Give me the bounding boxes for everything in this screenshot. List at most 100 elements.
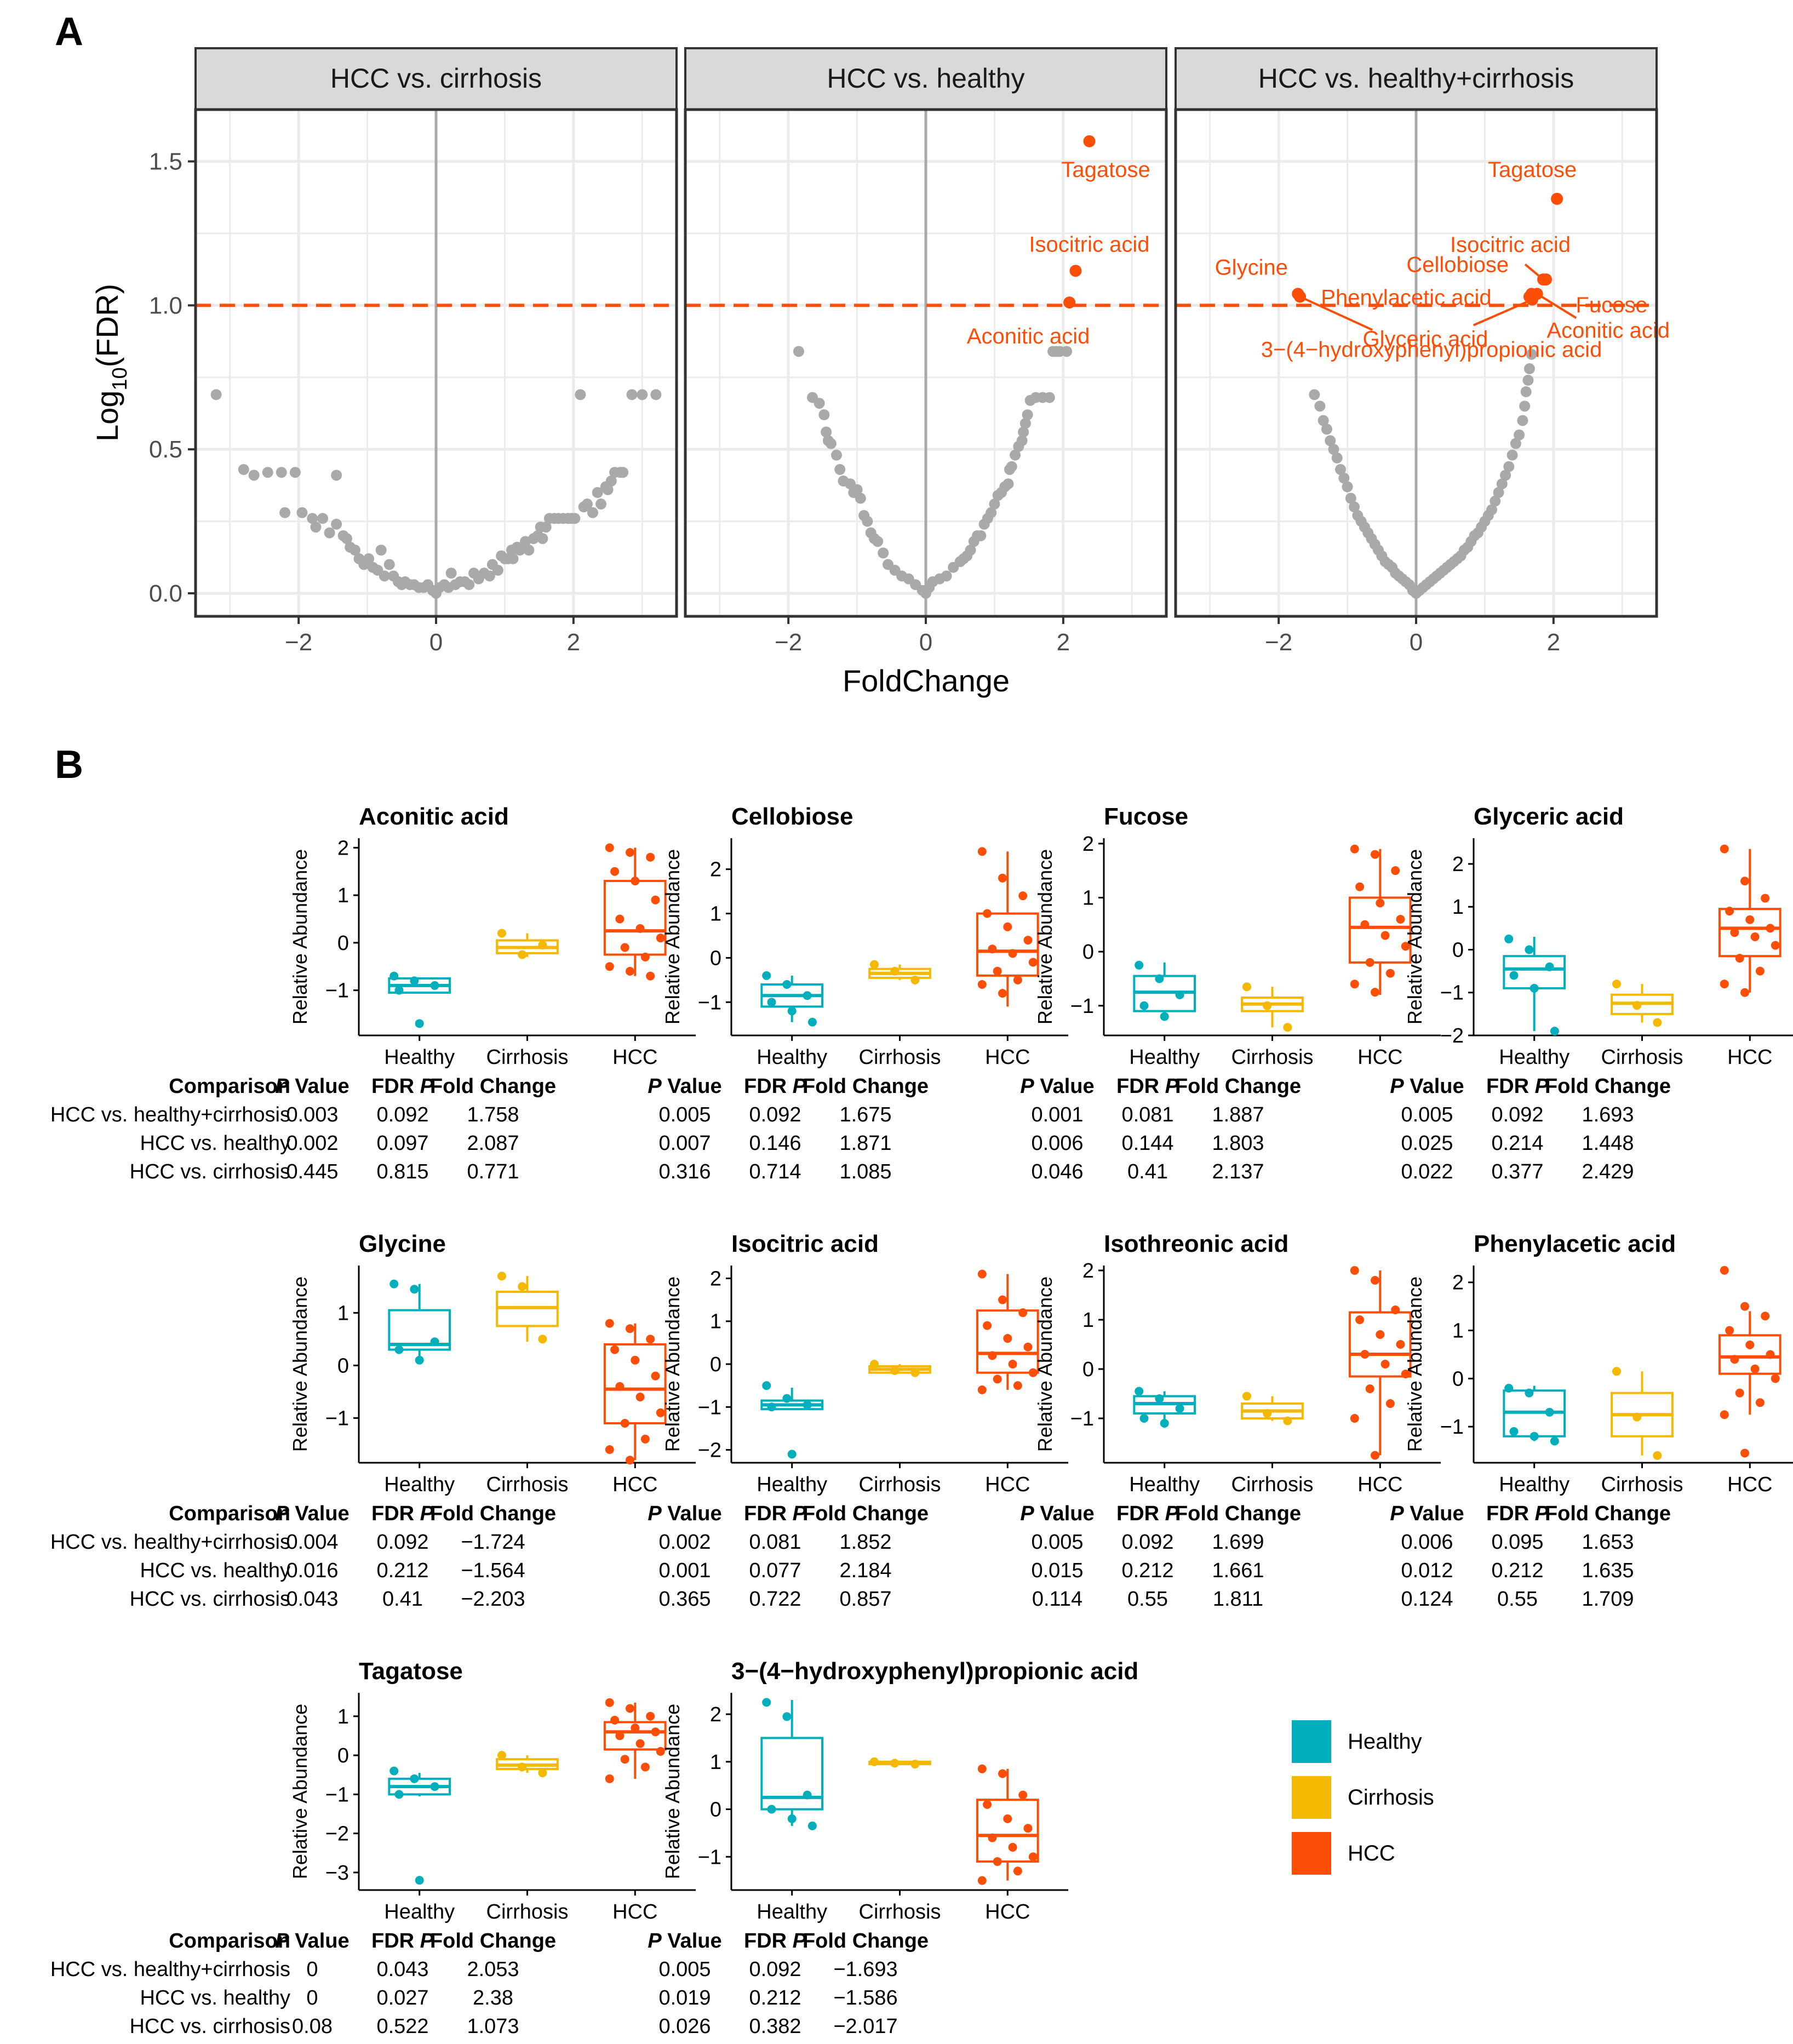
data-point: [1720, 844, 1729, 854]
boxplot-title: Phenylacetic acid: [1474, 1230, 1676, 1257]
data-point: [977, 980, 987, 989]
data-point: [870, 1360, 879, 1369]
table-cell: 0.003: [286, 1103, 338, 1126]
data-point: [1349, 501, 1360, 513]
data-point: [626, 389, 638, 400]
table-cell: 0.007: [658, 1132, 711, 1155]
facet-strip: [194, 47, 678, 111]
significant-point: [1083, 135, 1096, 147]
y-tick-label: −1: [698, 1396, 721, 1419]
data-point: [363, 553, 375, 564]
data-point: [646, 1711, 655, 1721]
data-point: [626, 966, 635, 976]
data-point: [1530, 983, 1539, 993]
table-header-p: P: [648, 1502, 662, 1525]
table-header-p: P: [1390, 1502, 1404, 1525]
table-cell: 0.722: [749, 1588, 801, 1611]
data-point: [650, 389, 662, 400]
table-cell: 0.001: [1031, 1103, 1083, 1126]
table-header-fdr-label: FDR: [371, 1930, 420, 1953]
data-point: [993, 1375, 1002, 1384]
y-tick-label: −2: [1440, 1024, 1464, 1047]
y-tick-label: 0: [710, 1799, 721, 1822]
table-cell: 0.377: [1491, 1160, 1543, 1183]
data-point: [1632, 1001, 1642, 1010]
data-point: [1013, 1381, 1022, 1390]
x-tick-label: −2: [775, 629, 802, 656]
data-point: [787, 1006, 797, 1016]
data-point: [1766, 924, 1775, 933]
data-point: [324, 527, 335, 539]
data-point: [656, 934, 665, 943]
x-tick-label: Healthy: [757, 1473, 827, 1496]
legend-label: HCC: [1348, 1841, 1395, 1865]
data-point: [1745, 915, 1755, 924]
data-point: [1003, 922, 1012, 931]
data-point: [1509, 971, 1519, 980]
table-cell: 1.871: [839, 1132, 891, 1155]
comparison-label: HCC vs. healthy: [140, 1559, 290, 1582]
table-header-fdr-p: P: [420, 1075, 434, 1098]
data-point: [1160, 1419, 1169, 1428]
table-cell: 0.081: [1121, 1103, 1173, 1126]
data-point: [651, 1727, 660, 1737]
data-point: [518, 1762, 527, 1772]
table-header-p: P: [1020, 1502, 1034, 1525]
data-point: [1155, 974, 1164, 983]
data-point: [1740, 1302, 1750, 1311]
data-point: [977, 847, 987, 856]
table-cell: 1.675: [839, 1103, 891, 1126]
data-point: [1355, 882, 1365, 891]
data-point: [379, 570, 390, 582]
data-point: [1371, 1276, 1380, 1285]
data-point: [615, 914, 625, 924]
point-label: Tagatose: [1061, 158, 1150, 182]
table-header-fdr: FDR P: [371, 1930, 434, 1953]
data-point: [977, 1385, 987, 1394]
data-point: [1360, 920, 1370, 929]
data-point: [296, 507, 308, 518]
x-tick-label: HCC: [1357, 1046, 1402, 1069]
x-tick-label: Cirrhosis: [859, 1046, 941, 1069]
data-point: [602, 484, 614, 495]
x-tick-label: HCC: [612, 1046, 657, 1069]
data-point: [1023, 936, 1033, 945]
table-cell: 1.661: [1212, 1559, 1264, 1582]
table-cell: 0.857: [839, 1588, 891, 1611]
table-cell: 0.445: [286, 1160, 338, 1183]
data-point: [430, 1337, 439, 1347]
data-point: [782, 1394, 792, 1403]
data-point: [410, 976, 419, 986]
data-point: [646, 1335, 655, 1344]
y-tick-label: −2: [325, 1823, 349, 1846]
table-cell: −1.586: [833, 1986, 897, 2009]
data-point: [640, 1434, 650, 1444]
facet-strip: [1175, 47, 1658, 111]
data-point: [787, 1450, 797, 1459]
data-point: [626, 1704, 635, 1713]
table-header-fdr-label: FDR: [371, 1502, 420, 1525]
data-point: [289, 467, 301, 478]
data-point: [890, 1366, 900, 1375]
data-point: [807, 1821, 817, 1830]
data-point: [1328, 444, 1339, 455]
table-header-fdr-label: FDR: [744, 1075, 793, 1098]
boxplot-title: Glycine: [359, 1230, 446, 1257]
data-point: [993, 1857, 1002, 1866]
data-point: [1003, 478, 1014, 490]
data-point: [349, 545, 360, 556]
table-cell: 0.004: [286, 1531, 338, 1554]
table-cell: −1.693: [833, 1958, 897, 1981]
data-point: [635, 924, 645, 933]
data-point: [1309, 389, 1320, 400]
data-point: [1321, 423, 1332, 435]
data-point: [605, 843, 614, 852]
y-tick-label: −1: [325, 1407, 349, 1430]
data-point: [620, 1419, 629, 1428]
y-axis-title: Log10(FDR): [90, 284, 131, 442]
data-point: [1545, 962, 1554, 971]
data-point: [276, 467, 287, 478]
legend-swatch: [1292, 1776, 1331, 1819]
data-point: [1018, 1790, 1028, 1800]
